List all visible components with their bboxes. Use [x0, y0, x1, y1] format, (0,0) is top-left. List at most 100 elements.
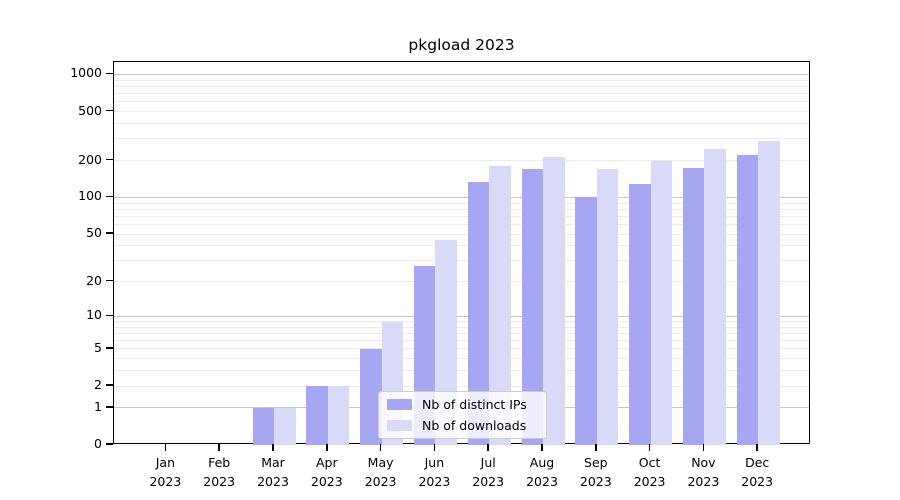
- gridline: [114, 348, 809, 350]
- x-tick-label: Feb 2023: [203, 455, 236, 489]
- gridline: [114, 385, 809, 387]
- x-tick-mark: [487, 444, 489, 451]
- gridline: [114, 101, 809, 103]
- bar-nov-ips: [682, 167, 705, 445]
- y-tick-mark: [106, 72, 113, 75]
- gridline: [114, 73, 809, 75]
- x-tick-label: Apr 2023: [310, 455, 343, 489]
- bar-may-ips: [360, 348, 382, 445]
- bar-apr-ips: [306, 386, 328, 445]
- gridline: [114, 196, 809, 198]
- bar-oct-ips: [629, 184, 651, 445]
- x-tick-mark: [433, 444, 436, 451]
- legend-label: Nb of distinct IPs: [422, 397, 527, 412]
- gridline: [114, 370, 809, 372]
- y-tick-mark: [106, 314, 113, 317]
- gridline: [114, 93, 809, 95]
- bar-sep-downloads: [596, 169, 619, 445]
- gridline: [114, 160, 809, 162]
- y-tick-mark: [106, 384, 113, 386]
- x-tick-mark: [164, 444, 167, 451]
- y-tick-mark: [106, 109, 113, 112]
- x-tick-label: Dec 2023: [741, 455, 774, 489]
- x-tick-label: Aug 2023: [526, 455, 558, 489]
- gridline: [114, 260, 809, 262]
- legend: Nb of distinct IPs Nb of downloads: [378, 391, 547, 439]
- legend-swatch: [387, 399, 412, 410]
- bar-sep-ips: [575, 197, 597, 445]
- gridline: [114, 315, 809, 317]
- y-tick-mark: [106, 443, 113, 445]
- x-tick-mark: [541, 444, 543, 451]
- x-tick-mark: [326, 444, 328, 451]
- y-tick-label: 50: [86, 225, 102, 241]
- x-tick-mark: [379, 444, 382, 451]
- gridline: [114, 321, 809, 322]
- y-tick-mark: [106, 406, 113, 408]
- gridline: [114, 224, 809, 225]
- legend-item: Nb of distinct IPs: [387, 396, 538, 413]
- bar-mar-ips: [252, 407, 274, 445]
- bar-oct-downloads: [650, 160, 673, 445]
- x-tick-label: Jan 2023: [149, 455, 182, 489]
- y-tick-label: 10: [86, 307, 102, 323]
- bar-jul-ips: [467, 182, 490, 445]
- bar-aug-downloads: [543, 157, 565, 445]
- x-tick-mark: [756, 444, 758, 451]
- gridline: [114, 326, 809, 328]
- y-tick-label: 200: [78, 151, 102, 167]
- plot-area: [113, 61, 810, 445]
- bar-nov-downloads: [704, 149, 726, 445]
- gridline: [114, 79, 809, 81]
- y-tick-label: 500: [78, 102, 102, 118]
- x-tick-mark: [702, 444, 705, 451]
- y-tick-label: 0: [94, 436, 102, 451]
- y-tick-label: 2: [94, 377, 102, 393]
- bar-apr-downloads: [327, 386, 350, 445]
- gridline: [114, 138, 809, 140]
- y-tick-mark: [106, 158, 113, 161]
- gridline: [114, 208, 809, 210]
- legend-item: Nb of downloads: [387, 417, 538, 434]
- y-tick-label: 1000: [70, 65, 102, 81]
- x-tick-mark: [595, 444, 597, 451]
- gridline: [114, 215, 809, 217]
- gridline: [114, 85, 809, 87]
- legend-swatch: [387, 420, 412, 431]
- bar-mar-downloads: [274, 407, 296, 445]
- bar-aug-ips: [521, 169, 543, 445]
- x-tick-mark: [272, 444, 274, 451]
- x-tick-mark: [648, 444, 651, 451]
- y-tick-mark: [106, 232, 113, 234]
- x-tick-label: Jun 2023: [418, 455, 451, 489]
- x-tick-label: Mar 2023: [257, 455, 289, 489]
- y-tick-mark: [106, 195, 113, 198]
- bar-jul-downloads: [489, 165, 511, 445]
- y-tick-label: 20: [86, 272, 102, 288]
- y-tick-label: 5: [94, 339, 102, 355]
- gridline: [114, 340, 809, 342]
- bar-dec-ips: [736, 154, 759, 445]
- legend-label: Nb of downloads: [422, 418, 527, 433]
- x-tick-label: Jul 2023: [472, 455, 505, 489]
- chart-title: pkgload 2023: [408, 36, 515, 54]
- gridline: [114, 111, 809, 113]
- x-tick-mark: [218, 444, 220, 451]
- y-tick-label: 1: [94, 398, 102, 414]
- y-tick-mark: [106, 347, 113, 349]
- bar-dec-downloads: [758, 141, 780, 445]
- x-tick-label: Nov 2023: [687, 455, 720, 489]
- x-tick-label: May 2023: [364, 455, 397, 489]
- x-tick-label: Oct 2023: [633, 455, 666, 489]
- gridline: [114, 332, 809, 334]
- gridline: [114, 281, 809, 283]
- gridline: [114, 123, 809, 124]
- x-tick-label: Sep 2023: [579, 455, 612, 489]
- gridline: [114, 358, 809, 360]
- y-tick-label: 100: [78, 188, 102, 204]
- gridline: [114, 245, 809, 247]
- gridline: [114, 202, 809, 204]
- gridline: [114, 233, 809, 235]
- y-tick-mark: [106, 279, 113, 282]
